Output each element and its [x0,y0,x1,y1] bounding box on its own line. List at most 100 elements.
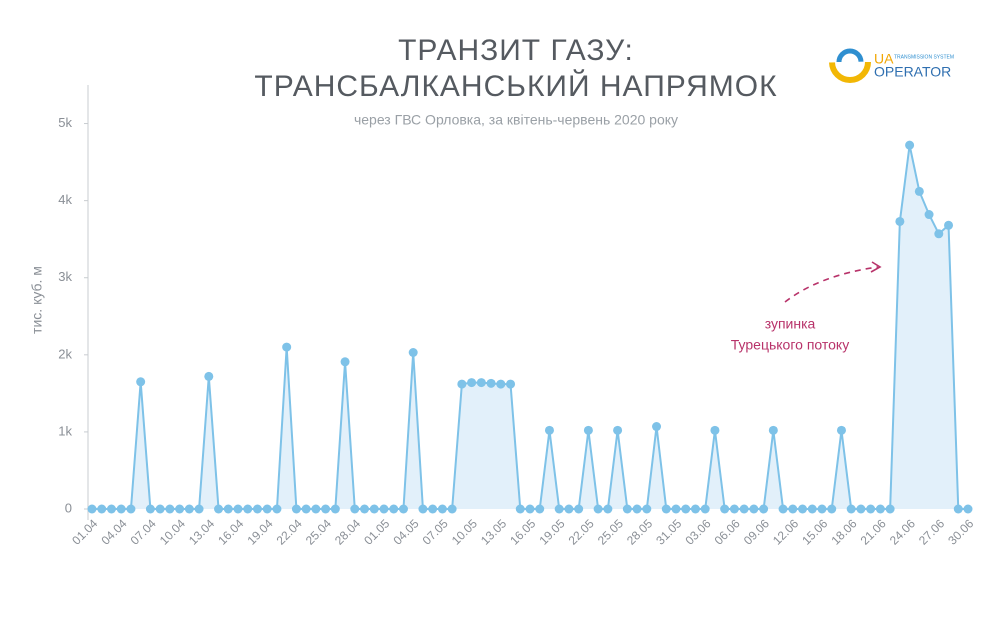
point [496,379,506,389]
x-tick-label: 01.04 [69,516,100,547]
point [369,504,379,514]
point [311,504,321,514]
annotation-arrowhead [870,261,882,273]
point [330,504,340,514]
point [116,504,126,514]
logo-ring [836,48,864,76]
point [690,504,700,514]
point [749,504,759,514]
point [476,378,486,388]
logo-mark: UA [874,51,894,67]
y-tick-label: 3k [58,269,72,284]
x-tick-label: 04.05 [390,516,421,547]
point [729,504,739,514]
x-tick-label: 28.05 [624,516,655,547]
point [291,504,301,514]
x-tick-label: 31.05 [653,516,684,547]
y-tick-label: 1k [58,423,72,438]
point [321,504,331,514]
point [583,425,593,435]
point [418,504,428,514]
point [87,504,97,514]
x-tick-label: 21.06 [858,516,889,547]
y-axis-label: тис. куб. м [29,266,45,334]
x-tick-label: 10.05 [449,516,480,547]
point [447,504,457,514]
point [486,378,496,388]
annotation: Турецького потоку [731,337,849,353]
point [272,504,282,514]
point [155,504,165,514]
point [885,504,895,514]
point [866,504,876,514]
point [437,504,447,514]
point [398,504,408,514]
point [184,504,194,514]
point [895,216,905,226]
chart-title: ТРАНСБАЛКАНСЬКИЙ НАПРЯМОК [254,69,777,103]
point [379,504,389,514]
point [126,504,136,514]
point [282,342,292,352]
point [214,504,224,514]
x-tick-label: 19.05 [536,516,567,547]
point [963,504,973,514]
x-tick-label: 18.06 [828,516,859,547]
point [350,504,360,514]
point [661,504,671,514]
point [700,504,710,514]
point [194,504,204,514]
point [924,210,934,220]
x-tick-label: 25.04 [303,516,334,547]
point [145,504,155,514]
point [613,425,623,435]
chart-subtitle: через ГВС Орловка, за квітень-червень 20… [354,112,678,128]
point [710,425,720,435]
y-tick-label: 5k [58,115,72,130]
logo-name: OPERATOR [874,64,951,80]
x-tick-label: 28.04 [332,516,363,547]
x-tick-label: 22.05 [566,516,597,547]
logo-tagline: TRANSMISSION SYSTEM [894,54,954,60]
point [934,229,944,239]
point [914,186,924,196]
point [554,504,564,514]
x-tick-label: 16.05 [507,516,538,547]
point [944,220,954,230]
x-tick-label: 09.06 [741,516,772,547]
point [340,357,350,367]
line [92,144,968,510]
annotation-arrow [784,266,879,303]
point [175,504,185,514]
x-tick-label: 27.06 [916,516,947,547]
x-tick-label: 16.04 [215,516,246,547]
point [846,504,856,514]
point [768,425,778,435]
point [642,504,652,514]
point [243,504,253,514]
point [632,504,642,514]
point [574,504,584,514]
point [875,504,885,514]
point [827,504,837,514]
point [544,425,554,435]
point [301,504,311,514]
point [720,504,730,514]
point [252,504,262,514]
point [408,348,418,358]
x-tick-label: 07.05 [420,516,451,547]
point [564,504,574,514]
area [92,145,968,509]
x-tick-label: 01.05 [361,516,392,547]
x-tick-label: 04.04 [98,516,129,547]
point [622,504,632,514]
point [856,504,866,514]
point [204,371,214,381]
point [389,504,399,514]
point [681,504,691,514]
x-tick-label: 15.06 [799,516,830,547]
point [535,504,545,514]
x-tick-label: 12.06 [770,516,801,547]
point [836,425,846,435]
